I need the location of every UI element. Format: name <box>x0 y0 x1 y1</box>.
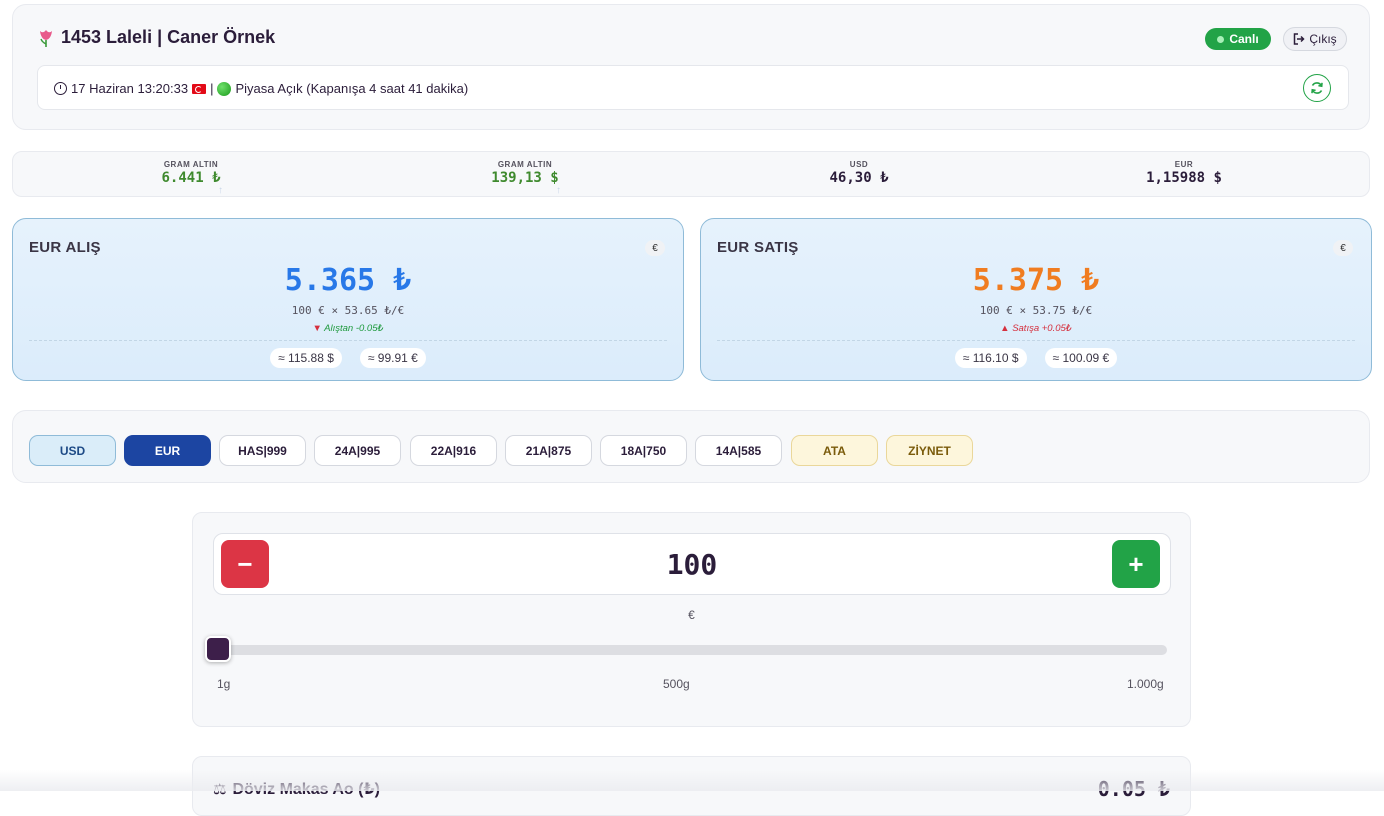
ticker-item-gram-altin-usd: GRAM ALTIN 139,13 $ <box>491 160 558 186</box>
tab-21a875[interactable]: 21A|875 <box>505 435 592 466</box>
sell-price: 5.375 ₺ <box>972 263 1100 298</box>
sell-formula: 100 € × 53.75 ₺/€ <box>979 304 1093 317</box>
live-status-button[interactable]: Canlı <box>1205 28 1271 50</box>
status-line: 17 Haziran 13:20:33 | Piyasa Açık (Kapan… <box>54 81 468 96</box>
refresh-button[interactable] <box>1303 74 1331 102</box>
conversion-pill-usd: ≈ 116.10 $ <box>954 348 1027 368</box>
status-datetime: 17 Haziran 13:20:33 <box>71 81 189 96</box>
clock-icon <box>54 82 67 95</box>
buy-card-title: EUR ALIŞ <box>29 239 101 256</box>
page-title: 1453 Laleli | Caner Örnek <box>61 27 276 47</box>
header-panel: 1453 Laleli | Caner Örnek Canlı Çıkış 17… <box>12 4 1370 130</box>
tab-eur[interactable]: EUR <box>124 435 211 466</box>
tulip-icon <box>40 29 52 47</box>
buy-delta: ▼ Alıştan -0.05₺ <box>13 323 683 334</box>
tab-usd[interactable]: USD <box>29 435 116 466</box>
price-ticker: GRAM ALTIN 6.441 ₺ ↑ GRAM ALTIN 139,13 $… <box>12 151 1370 197</box>
conversion-pill-usd: ≈ 115.88 $ <box>270 348 342 368</box>
tab-24a995[interactable]: 24A|995 <box>314 435 401 466</box>
refresh-icon <box>1311 82 1323 94</box>
ticker-item-gram-altin-try: GRAM ALTIN 6.441 ₺ <box>161 160 220 186</box>
slider-mid-label: 500g <box>663 677 690 691</box>
up-arrow-icon: ↑ <box>556 185 561 196</box>
live-dot-icon <box>1217 35 1225 43</box>
triangle-up-icon: ▲ <box>1000 323 1010 334</box>
ticker-item-eur: EUR 1,15988 $ <box>1146 160 1222 186</box>
logout-icon <box>1294 33 1305 45</box>
up-arrow-icon: ↑ <box>218 185 223 196</box>
ticker-value: 139,13 $ <box>491 170 559 186</box>
conversion-pill-eur: ≈ 99.91 € <box>359 348 426 368</box>
logout-label: Çıkış <box>1309 32 1337 46</box>
turkey-flag-icon <box>192 83 207 94</box>
sell-rate-card: EUR SATIŞ € 5.375 ₺ 100 € × 53.75 ₺/€ ▲ … <box>700 218 1372 381</box>
market-status-bar: 17 Haziran 13:20:33 | Piyasa Açık (Kapan… <box>37 65 1349 110</box>
spread-label: Döviz Makas Ao (₺) <box>232 781 380 798</box>
ticker-value: 1,15988 $ <box>1146 170 1222 186</box>
buy-rate-card: EUR ALIŞ € 5.365 ₺ 100 € × 53.65 ₺/€ ▼ A… <box>12 218 684 381</box>
spread-card: ⚖ Döviz Makas Ao (₺) 0.05 ₺ <box>192 756 1191 816</box>
sell-card-title: EUR SATIŞ <box>717 239 799 256</box>
ticker-label: EUR <box>1174 160 1194 169</box>
buy-delta-text: Alıştan -0.05₺ <box>324 323 384 334</box>
sell-delta-text: Satışa +0.05₺ <box>1012 323 1072 334</box>
ticker-value: 46,30 ₺ <box>829 170 889 186</box>
divider <box>717 340 1355 341</box>
slider-min-label: 1g <box>217 677 231 691</box>
conversion-pill-eur: ≈ 100.09 € <box>1044 348 1118 368</box>
brand: 1453 Laleli | Caner Örnek <box>37 27 275 48</box>
market-status-text: Piyasa Açık (Kapanışa 4 saat 41 dakika) <box>235 81 469 96</box>
ticker-label: GRAM ALTIN <box>497 160 553 169</box>
tab-14a585[interactable]: 14A|585 <box>695 435 782 466</box>
buy-formula: 100 € × 53.65 ₺/€ <box>291 304 405 317</box>
ticker-label: USD <box>849 160 869 169</box>
quantity-input[interactable]: 100 <box>666 548 718 581</box>
ticker-value: 6.441 ₺ <box>161 170 221 186</box>
market-open-icon <box>217 81 232 96</box>
scale-icon: ⚖ <box>213 781 227 798</box>
status-separator: | <box>210 81 214 96</box>
triangle-down-icon: ▼ <box>312 323 322 334</box>
quantity-stepper: − 100 + <box>213 533 1171 595</box>
buy-conversions: ≈ 115.88 $ ≈ 99.91 € <box>13 348 683 368</box>
tab-ziynet[interactable]: ZİYNET <box>886 435 973 466</box>
tab-has999[interactable]: HAS|999 <box>219 435 306 466</box>
quantity-unit: € <box>688 608 695 622</box>
tab-18a750[interactable]: 18A|750 <box>600 435 687 466</box>
euro-icon: € <box>1333 240 1353 256</box>
sell-delta: ▲ Satışa +0.05₺ <box>701 323 1371 334</box>
buy-price: 5.365 ₺ <box>284 263 412 298</box>
euro-icon: € <box>645 240 665 256</box>
quantity-slider-track[interactable] <box>218 645 1167 655</box>
decrease-button[interactable]: − <box>221 540 269 588</box>
tab-22a916[interactable]: 22A|916 <box>410 435 497 466</box>
live-label: Canlı <box>1229 32 1259 46</box>
logout-button[interactable]: Çıkış <box>1283 27 1347 51</box>
sell-conversions: ≈ 116.10 $ ≈ 100.09 € <box>701 348 1371 368</box>
divider <box>29 340 667 341</box>
slider-max-label: 1.000g <box>1127 677 1164 691</box>
increase-button[interactable]: + <box>1112 540 1160 588</box>
spread-value: 0.05 ₺ <box>1097 777 1170 801</box>
spread-label-row: ⚖ Döviz Makas Ao (₺) <box>213 779 380 799</box>
ticker-label: GRAM ALTIN <box>163 160 219 169</box>
quantity-calculator: − 100 + € 1g 500g 1.000g <box>192 512 1191 727</box>
quantity-slider-handle[interactable] <box>205 636 231 662</box>
ticker-item-usd: USD 46,30 ₺ <box>829 160 888 186</box>
asset-tabs: USD EUR HAS|999 24A|995 22A|916 21A|875 … <box>12 410 1370 483</box>
tab-ata[interactable]: ATA <box>791 435 878 466</box>
